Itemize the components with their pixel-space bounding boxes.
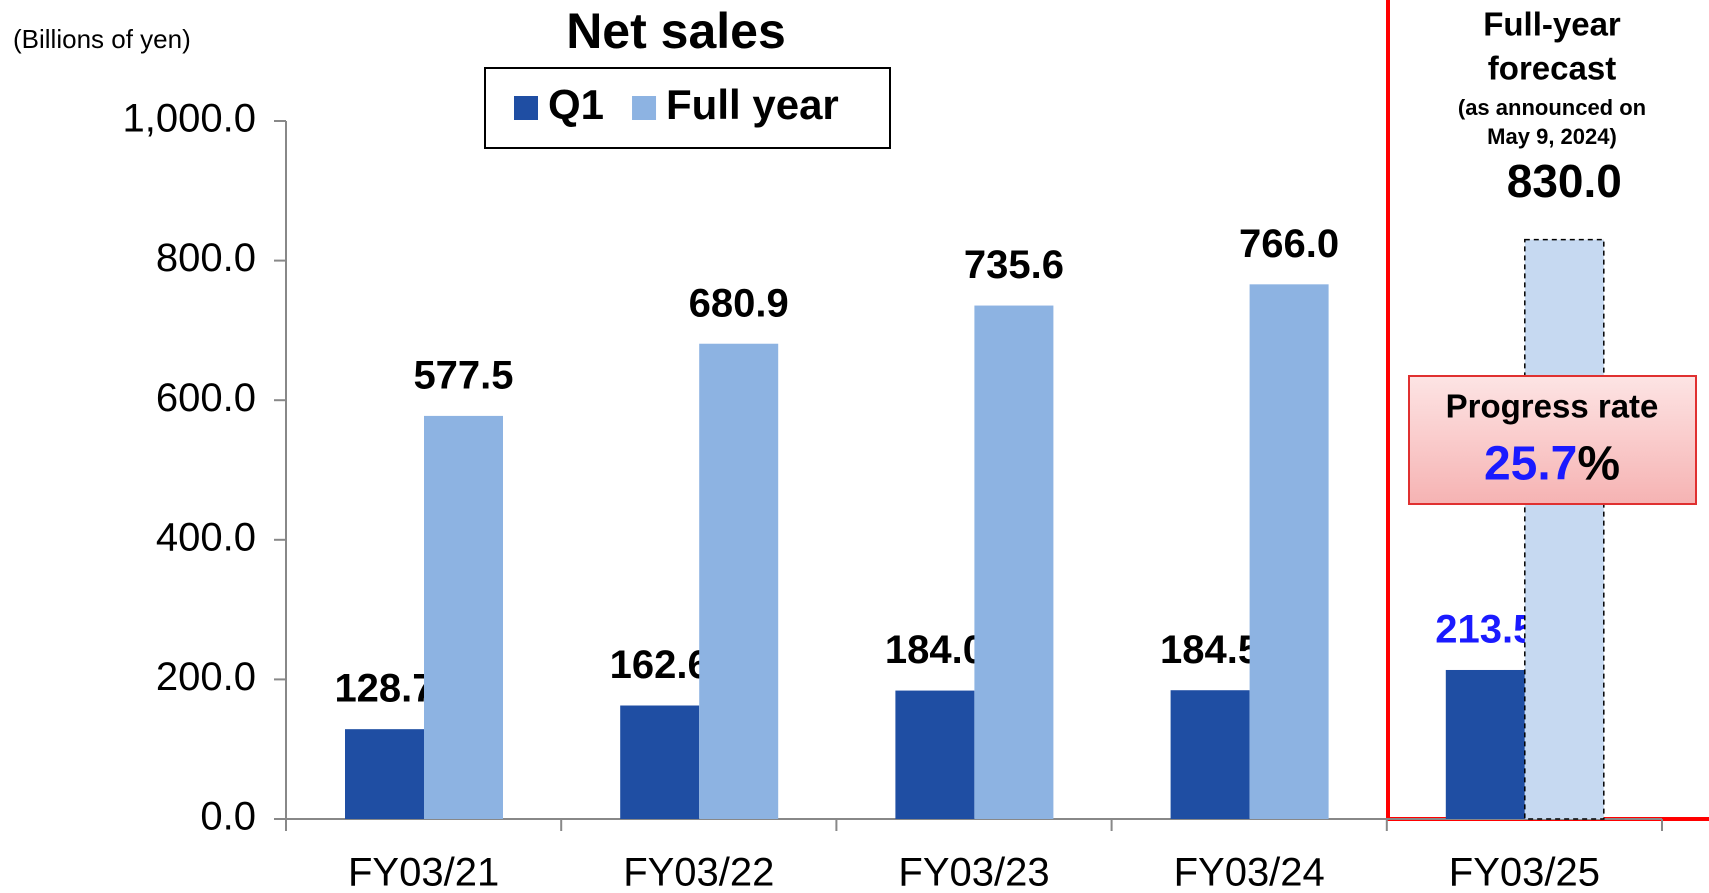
legend-swatch bbox=[632, 96, 657, 120]
y-tick-label: 400.0 bbox=[156, 515, 256, 559]
legend-swatch bbox=[514, 96, 538, 120]
data-label: 577.5 bbox=[413, 353, 513, 397]
data-label: 766.0 bbox=[1239, 222, 1339, 266]
legend-box bbox=[484, 67, 891, 149]
data-label: 184.0 bbox=[885, 628, 985, 672]
bar bbox=[895, 690, 975, 819]
data-label: 680.9 bbox=[689, 281, 789, 325]
legend-label: Q1 bbox=[548, 81, 604, 128]
forecast-title: Full-year bbox=[1483, 6, 1621, 43]
y-tick-label: 800.0 bbox=[156, 236, 256, 280]
x-tick-label: FY03/22 bbox=[623, 851, 774, 893]
bar bbox=[974, 305, 1054, 819]
data-label: 213.5 bbox=[1435, 608, 1535, 652]
data-label: 184.5 bbox=[1160, 628, 1260, 672]
data-label: 735.6 bbox=[964, 243, 1064, 287]
x-tick-label: FY03/23 bbox=[898, 851, 1049, 893]
y-tick-label: 200.0 bbox=[156, 655, 256, 699]
unit-label: (Billions of yen) bbox=[13, 24, 191, 54]
progress-label: Progress rate bbox=[1446, 388, 1659, 425]
x-tick-label: FY03/24 bbox=[1174, 851, 1325, 893]
bar bbox=[699, 343, 779, 819]
data-label: 128.7 bbox=[334, 667, 434, 711]
x-tick-label: FY03/25 bbox=[1449, 851, 1600, 893]
bar bbox=[1249, 284, 1329, 819]
forecast-note: May 9, 2024) bbox=[1487, 124, 1617, 149]
y-tick-label: 0.0 bbox=[200, 795, 256, 839]
bar bbox=[1524, 238, 1605, 820]
forecast-title: forecast bbox=[1488, 50, 1616, 87]
progress-unit: % bbox=[1577, 438, 1620, 491]
bar bbox=[1445, 669, 1525, 819]
y-tick-label: 1,000.0 bbox=[123, 97, 256, 141]
x-tick-label: FY03/21 bbox=[348, 851, 499, 893]
y-tick-label: 600.0 bbox=[156, 376, 256, 420]
bar bbox=[424, 415, 503, 819]
forecast-note: (as announced on bbox=[1458, 95, 1646, 120]
data-label: 162.6 bbox=[610, 643, 710, 687]
bar bbox=[1170, 690, 1250, 819]
data-label: 830.0 bbox=[1507, 155, 1622, 207]
progress-box bbox=[1408, 375, 1697, 505]
bar bbox=[620, 705, 700, 819]
bar bbox=[345, 729, 424, 819]
chart-title: Net sales bbox=[566, 3, 786, 59]
progress-value: 25.7 bbox=[1484, 438, 1577, 491]
legend-label: Full year bbox=[666, 81, 839, 128]
